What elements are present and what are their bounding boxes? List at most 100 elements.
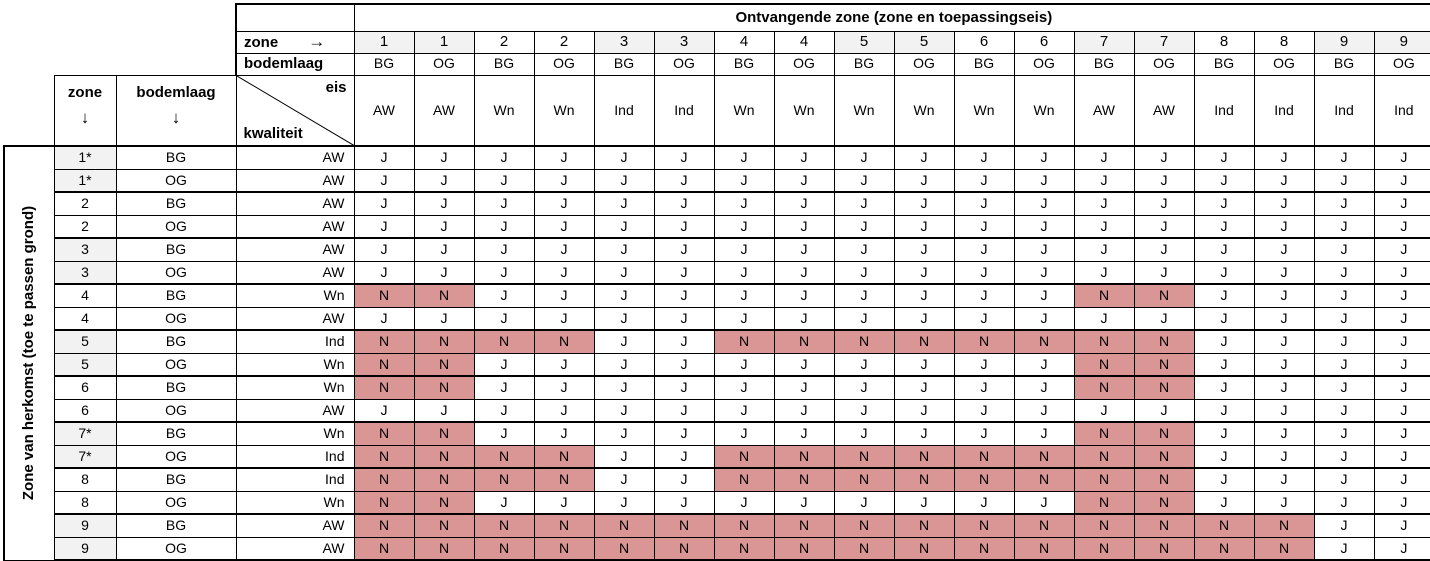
matrix-cell: J — [1253, 444, 1315, 469]
matrix-cell: N — [1013, 467, 1075, 492]
row-kwaliteit-value: Ind — [235, 467, 355, 492]
matrix-cell: J — [1253, 214, 1315, 239]
matrix-cell: J — [1253, 283, 1315, 308]
matrix-cell: N — [533, 467, 595, 492]
matrix-cell: J — [1073, 168, 1135, 193]
matrix-cell: N — [1133, 421, 1195, 446]
matrix-cell: J — [1313, 214, 1375, 239]
matrix-cell: N — [833, 444, 895, 469]
matrix-cell: N — [473, 467, 535, 492]
col-eis-header: Wn — [773, 74, 835, 147]
matrix-cell: J — [773, 352, 835, 377]
row-bodemlaag-value: OG — [115, 536, 237, 561]
col-eis-header: Ind — [653, 74, 715, 147]
matrix-cell: J — [413, 145, 475, 170]
matrix-cell: J — [653, 237, 715, 262]
matrix-cell: J — [1013, 398, 1075, 423]
matrix-cell: J — [653, 352, 715, 377]
matrix-cell: J — [1253, 260, 1315, 285]
matrix-cell: J — [653, 191, 715, 216]
matrix-cell: J — [593, 467, 655, 492]
matrix-cell: J — [533, 306, 595, 331]
matrix-cell: J — [1313, 536, 1375, 561]
matrix-cell: J — [533, 398, 595, 423]
col-zone-header: 1 — [353, 30, 415, 54]
matrix-cell: J — [833, 352, 895, 377]
col-bodemlaag-header: OG — [1133, 52, 1195, 76]
matrix-cell: N — [893, 467, 955, 492]
row-bodemlaag-value: BG — [115, 329, 237, 354]
kwaliteit-label: kwaliteit — [243, 124, 303, 142]
col-zone-header: 7 — [1133, 30, 1195, 54]
matrix-cell: J — [593, 260, 655, 285]
matrix-cell: J — [773, 237, 835, 262]
matrix-cell: N — [713, 329, 775, 354]
row-kwaliteit-value: Wn — [235, 375, 355, 400]
matrix-cell: J — [473, 398, 535, 423]
matrix-cell: J — [653, 421, 715, 446]
matrix-cell: J — [533, 237, 595, 262]
matrix-cell: J — [893, 237, 955, 262]
col-zone-header: 4 — [773, 30, 835, 54]
matrix-cell: J — [1253, 191, 1315, 216]
matrix-cell: J — [713, 421, 775, 446]
row-zone-value: 4 — [53, 306, 117, 331]
table-row: 5 OG Wn N N J J J J J J J J J J N N J J J J — [4, 352, 1430, 377]
matrix-cell: J — [653, 444, 715, 469]
matrix-cell: J — [893, 283, 955, 308]
matrix-cell: N — [353, 490, 415, 515]
matrix-cell: J — [773, 398, 835, 423]
matrix-cell: J — [953, 398, 1015, 423]
matrix-cell: J — [1373, 329, 1430, 354]
row-kwaliteit-value: AW — [235, 191, 355, 216]
matrix-cell: N — [353, 329, 415, 354]
matrix-cell: N — [953, 513, 1015, 538]
matrix-cell: J — [1313, 513, 1375, 538]
matrix-cell: J — [1373, 306, 1430, 331]
matrix-cell: J — [473, 283, 535, 308]
matrix-cell: N — [653, 536, 715, 561]
matrix-cell: J — [1313, 260, 1375, 285]
col-eis-header: Ind — [1253, 74, 1315, 147]
row-zone-header: zone ↓ — [53, 74, 117, 147]
bodemlaag-header-row: bodemlaag BG OG BG OG BG OG BG OG BG OG BG OG BG OG BG… — [4, 52, 1430, 76]
matrix-cell: N — [353, 283, 415, 308]
table-row: 8 OG Wn N N J J J J J J J J J J N N J J J J — [4, 490, 1430, 515]
row-kwaliteit-value: Wn — [235, 421, 355, 446]
matrix-cell: J — [1373, 490, 1430, 515]
matrix-cell: J — [713, 490, 775, 515]
matrix-cell: J — [593, 237, 655, 262]
matrix-cell: J — [473, 490, 535, 515]
matrix-cell: J — [533, 352, 595, 377]
zone-arrow-header: zone → — [235, 30, 355, 54]
table-row: 6 BG Wn N N J J J J J J J J J J N N J J J J — [4, 375, 1430, 400]
blank-corner — [4, 53, 236, 75]
matrix-cell: N — [1133, 375, 1195, 400]
matrix-cell: J — [773, 306, 835, 331]
matrix-cell: J — [833, 490, 895, 515]
matrix-cell: N — [1133, 444, 1195, 469]
matrix-cell: J — [593, 283, 655, 308]
matrix-cell: J — [353, 237, 415, 262]
matrix-cell: N — [413, 375, 475, 400]
matrix-cell: J — [773, 260, 835, 285]
empty-header-box — [235, 3, 355, 32]
matrix-cell: J — [1013, 260, 1075, 285]
col-zone-header: 7 — [1073, 30, 1135, 54]
bodemlaag-header-label: bodemlaag — [235, 52, 355, 76]
matrix-cell: N — [833, 329, 895, 354]
matrix-cell: N — [1073, 375, 1135, 400]
matrix-cell: J — [1373, 283, 1430, 308]
matrix-cell: J — [713, 237, 775, 262]
matrix-cell: N — [593, 513, 655, 538]
col-zone-header: 9 — [1313, 30, 1375, 54]
matrix-cell: J — [833, 168, 895, 193]
matrix-cell: J — [473, 421, 535, 446]
table-row: 3 OG AW J J J J J J J J J J J J J J J J J J — [4, 260, 1430, 285]
matrix-cell: J — [1253, 490, 1315, 515]
matrix-cell: J — [833, 145, 895, 170]
matrix-cell: J — [473, 352, 535, 377]
matrix-cell: J — [1193, 260, 1255, 285]
